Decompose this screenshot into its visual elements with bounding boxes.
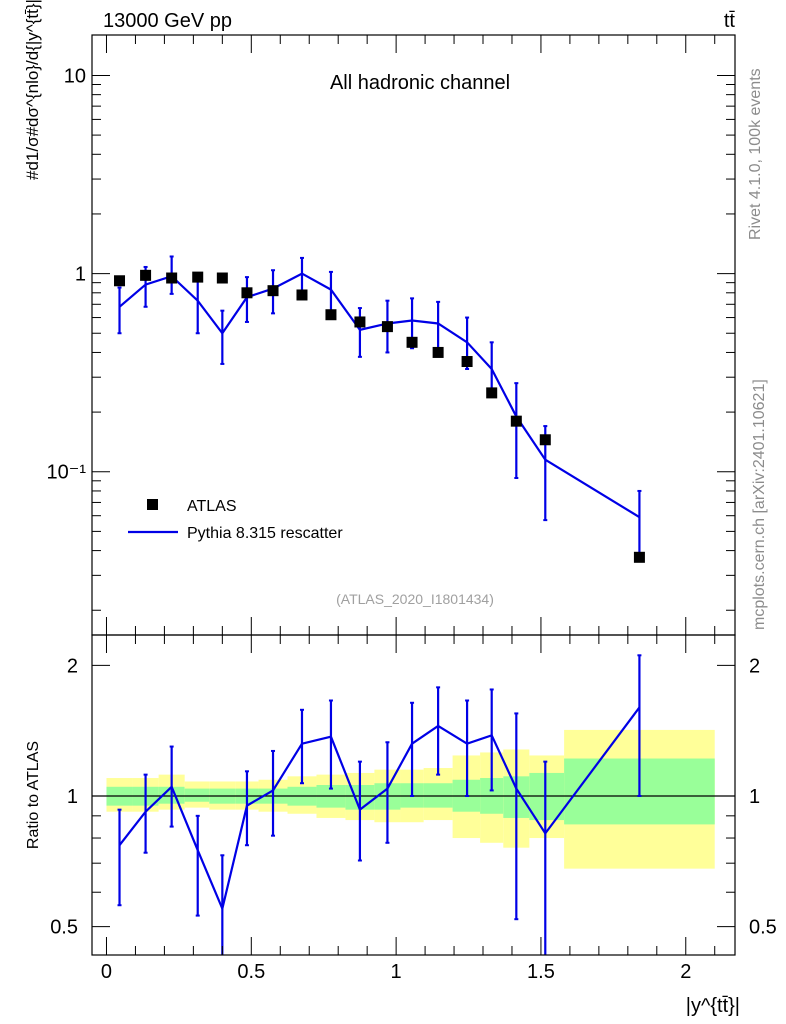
atlas-data-point — [216, 272, 228, 284]
ratio-y-tick-label-right: 2 — [749, 655, 760, 677]
atlas-data-point — [510, 415, 522, 427]
atlas-data-point — [267, 285, 279, 297]
main-y-tick-label: 10⁻¹ — [47, 462, 87, 484]
atlas-data-point — [633, 551, 645, 563]
rivet-label: Rivet 4.1.0, 100k events — [747, 68, 764, 240]
main-y-tick-label: 1 — [75, 264, 86, 286]
atlas-data-point — [432, 346, 444, 358]
ratio-y-tick-label: 1 — [67, 786, 78, 808]
analysis-label: (ATLAS_2020_I1801434) — [336, 591, 494, 607]
atlas-data-point — [192, 271, 204, 283]
atlas-data-point — [461, 356, 473, 368]
main-y-tick-label: 10 — [64, 65, 86, 87]
atlas-data-point — [140, 269, 152, 281]
main-y-axis-label-text: #d1/σ#dσ^{nlo}/d{|y^{tt̄}|} — [23, 0, 42, 180]
ratio-y-tick-label-right: 1 — [749, 786, 760, 808]
source-label: mcplots.cern.ch [arXiv:2401.10621] — [751, 379, 768, 630]
x-tick-label: 1 — [391, 961, 402, 983]
energy-label: 13000 GeV pp — [103, 10, 232, 32]
main-y-axis-label: #d1/σ#dσ^{nlo}/d{|y^{tt̄}|} — [23, 0, 42, 180]
atlas-data-point — [114, 275, 126, 287]
ratio-inner-band — [184, 788, 210, 802]
atlas-data-point — [381, 321, 393, 333]
ratio-y-tick-label-right: 0.5 — [749, 917, 777, 939]
main-title: All hadronic channel — [330, 72, 510, 94]
atlas-data-point — [296, 289, 308, 301]
process-label: tt̄ — [724, 10, 736, 32]
atlas-data-point — [486, 387, 498, 399]
legend-atlas-label: ATLAS — [187, 498, 237, 515]
atlas-data-point — [354, 316, 366, 328]
x-tick-label: 0 — [101, 961, 112, 983]
atlas-data-point — [325, 309, 337, 321]
legend-atlas-marker — [147, 499, 158, 510]
ratio-y-axis-label: Ratio to ATLAS — [25, 741, 42, 849]
x-tick-label: 1.5 — [527, 961, 555, 983]
atlas-data-point — [241, 287, 253, 299]
x-tick-label: 0.5 — [237, 961, 265, 983]
legend-pythia-label: Pythia 8.315 rescatter — [187, 525, 343, 542]
legend: ATLAS Pythia 8.315 rescatter — [128, 498, 343, 542]
ratio-y-tick-label: 2 — [67, 655, 78, 677]
atlas-data-point — [539, 434, 551, 446]
atlas-data-point — [166, 272, 178, 284]
x-axis-label: |y^{tt̄}| — [686, 995, 740, 1017]
ratio-panel-frame — [91, 634, 736, 956]
mc-series-line — [118, 272, 640, 519]
ratio-series-line — [118, 706, 641, 913]
ratio-y-tick-label: 0.5 — [50, 917, 78, 939]
atlas-data-point — [406, 336, 418, 348]
x-tick-label: 2 — [680, 961, 691, 983]
